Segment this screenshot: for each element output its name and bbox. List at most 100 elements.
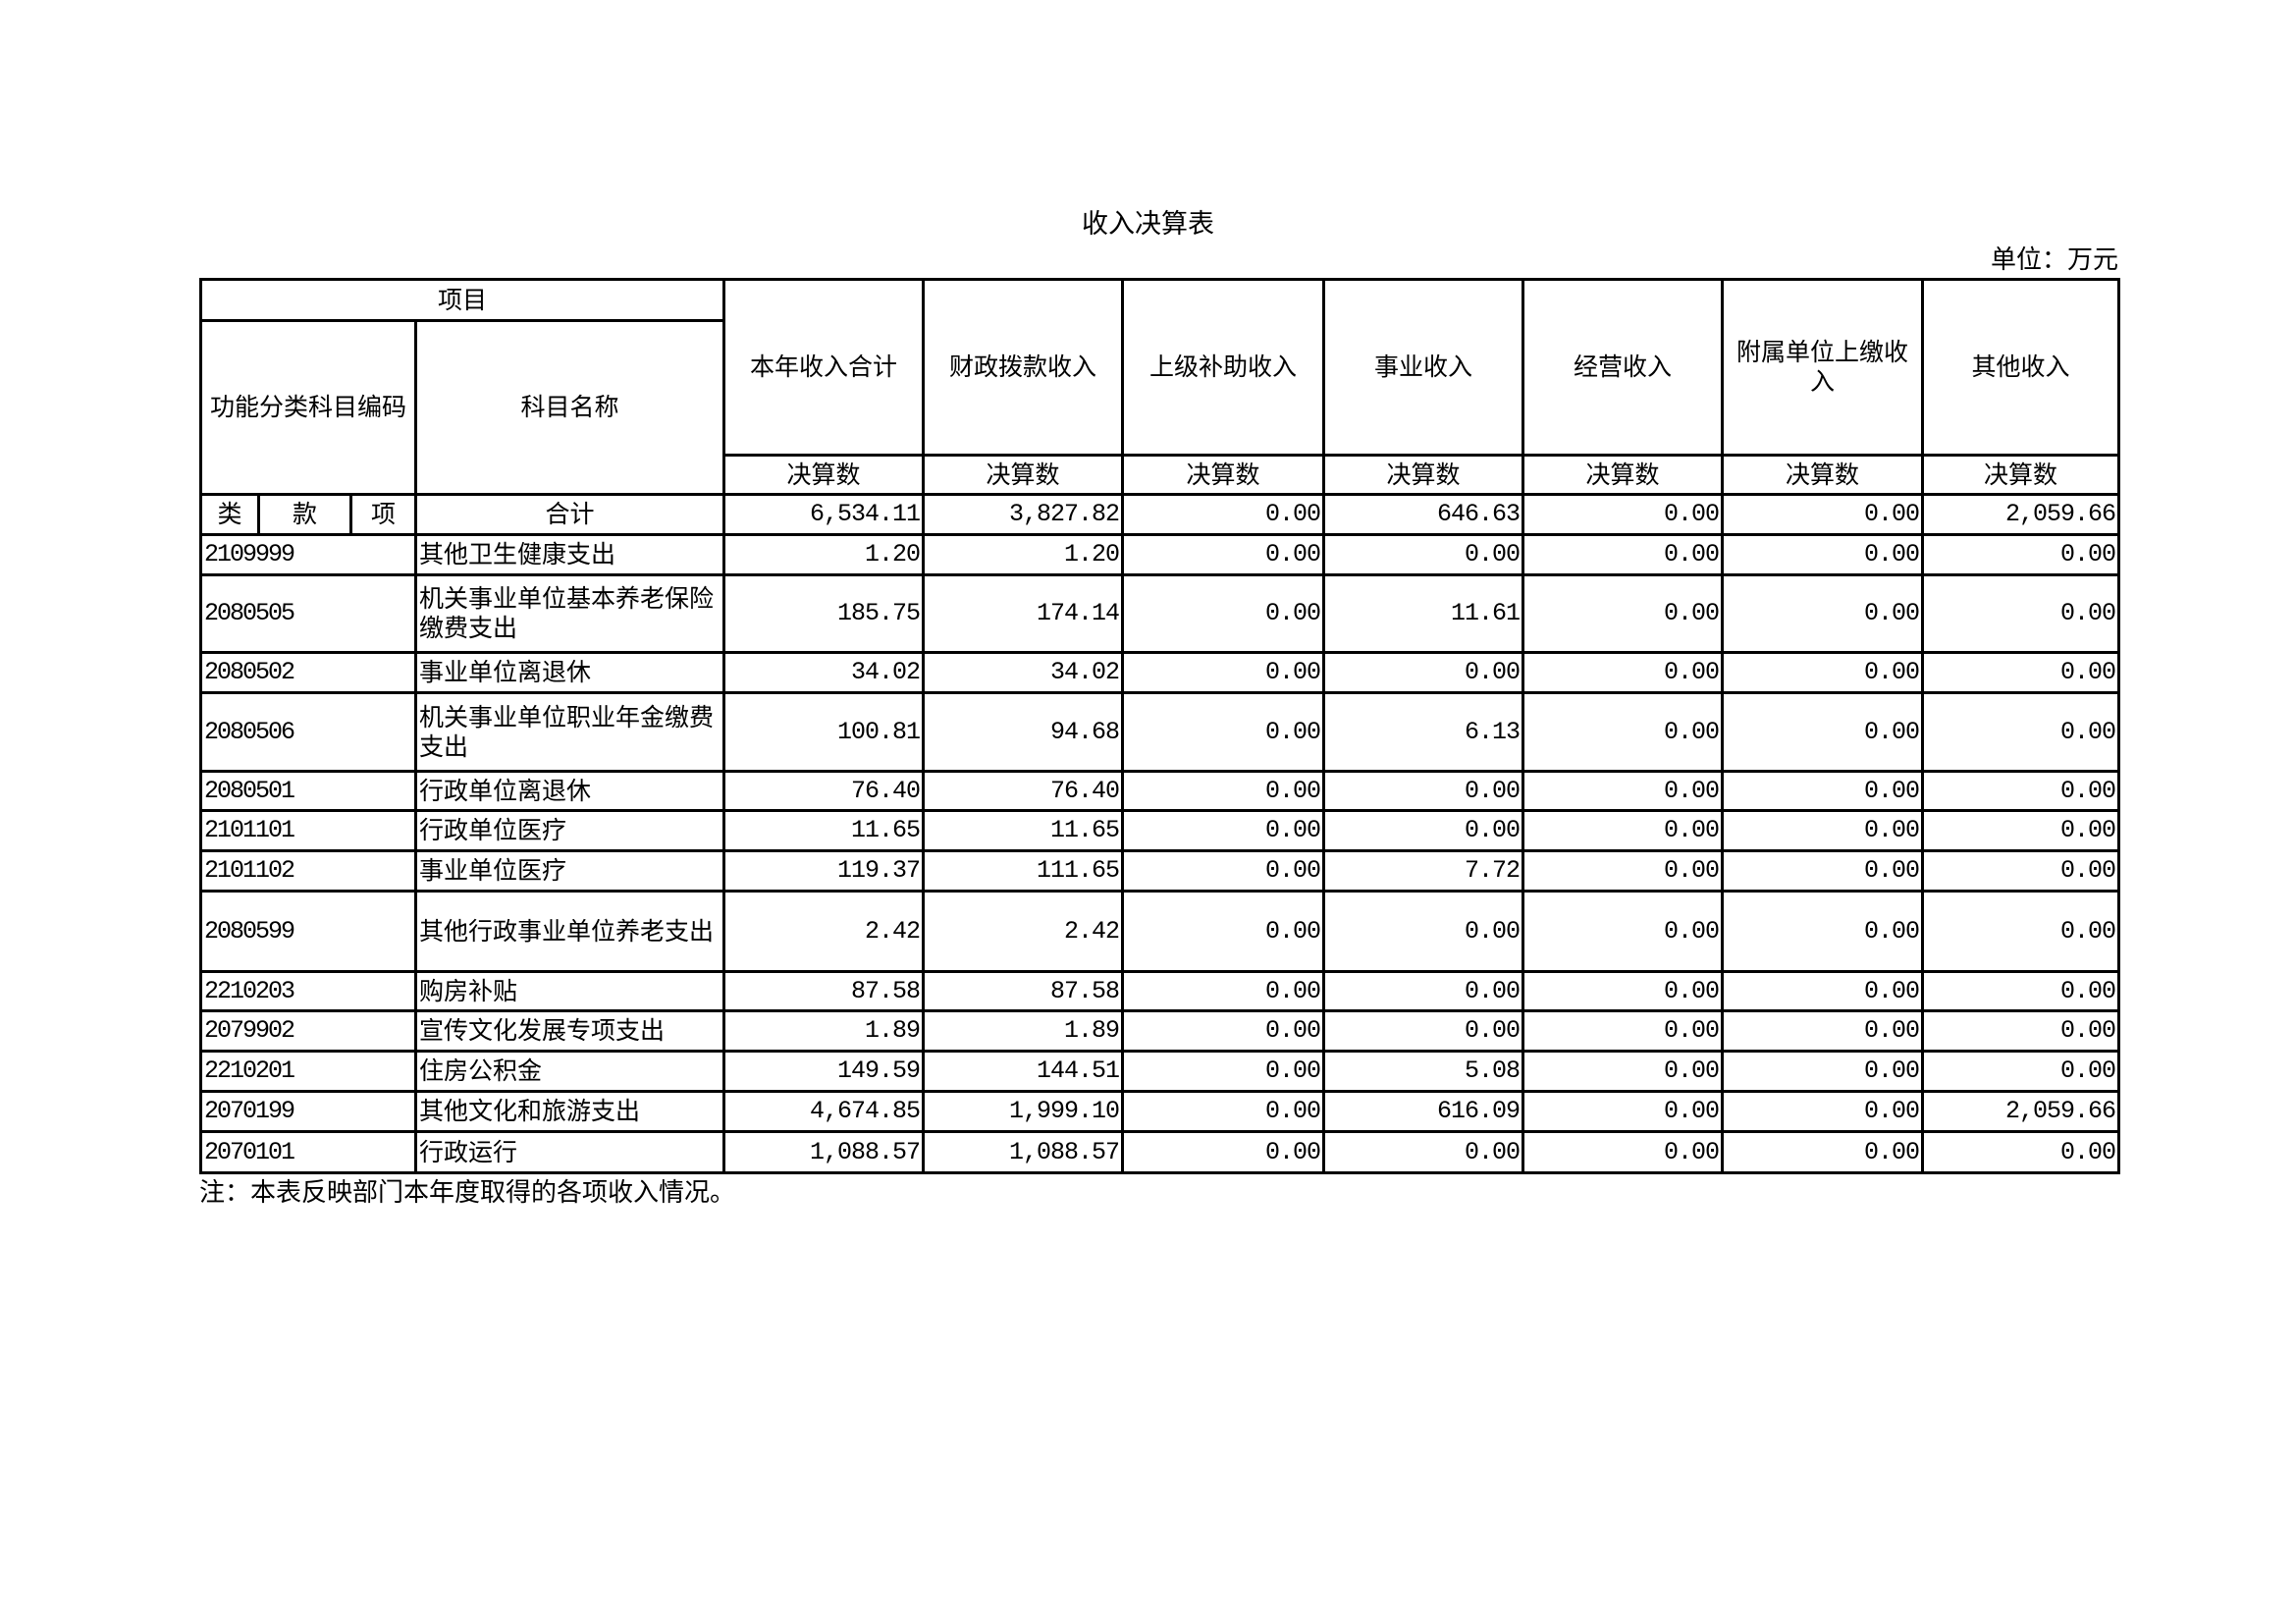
table-row: 2210201 住房公积金 149.59 144.51 0.00 5.08 0.00 0.00…	[199, 1050, 2120, 1093]
row-value: 0.00	[1121, 1090, 1325, 1133]
row-value: 119.37	[722, 849, 925, 893]
row-value: 0.00	[1921, 1130, 2120, 1174]
row-value: 0.00	[1522, 849, 1724, 893]
row-value: 1,088.57	[722, 1130, 925, 1174]
row-value: 0.00	[1921, 970, 2120, 1012]
row-value: 0.00	[1121, 1009, 1325, 1053]
table-row: 2080502 事业单位离退休 34.02 34.02 0.00 0.00 0.00 0.00…	[199, 651, 2120, 694]
row-code: 2101101	[199, 809, 417, 852]
row-value: 0.00	[1721, 890, 1924, 973]
header-col: 附属单位上缴收入	[1721, 278, 1924, 457]
row-value: 0.00	[1721, 770, 1924, 812]
table-row: 2080505 机关事业单位基本养老保险缴费支出 185.75 174.14 0.00 1…	[199, 573, 2120, 654]
row-value: 0.00	[1522, 691, 1724, 773]
header-col: 事业收入	[1322, 278, 1524, 457]
row-value: 0.00	[1721, 573, 1924, 654]
row-value: 1.89	[722, 1009, 925, 1053]
table-row: 2080599 其他行政事业单位养老支出 2.42 2.42 0.00 0.00 0.00 0…	[199, 890, 2120, 973]
header-lei: 类	[199, 493, 260, 536]
row-value: 0.00	[1322, 651, 1524, 694]
total-value: 6,534.11	[722, 493, 925, 536]
header-sub: 决算数	[922, 454, 1124, 496]
row-value: 0.00	[1322, 890, 1524, 973]
header-sub: 决算数	[1721, 454, 1924, 496]
row-value: 0.00	[1522, 1130, 1724, 1174]
row-value: 0.00	[1322, 809, 1524, 852]
row-code: 2109999	[199, 533, 417, 576]
row-code: 2080505	[199, 573, 417, 654]
row-value: 0.00	[1721, 970, 1924, 1012]
row-value: 0.00	[1921, 890, 2120, 973]
row-value: 0.00	[1921, 533, 2120, 576]
row-value: 0.00	[1721, 691, 1924, 773]
row-value: 6.13	[1322, 691, 1524, 773]
total-value: 0.00	[1522, 493, 1724, 536]
row-value: 2.42	[722, 890, 925, 973]
row-value: 5.08	[1322, 1050, 1524, 1093]
row-value: 149.59	[722, 1050, 925, 1093]
row-value: 0.00	[1522, 573, 1724, 654]
header-col: 经营收入	[1522, 278, 1724, 457]
header-col: 财政拨款收入	[922, 278, 1124, 457]
total-value: 0.00	[1721, 493, 1924, 536]
row-value: 0.00	[1322, 970, 1524, 1012]
row-value: 0.00	[1921, 651, 2120, 694]
row-value: 11.65	[922, 809, 1124, 852]
row-value: 1.20	[922, 533, 1124, 576]
row-value: 0.00	[1721, 1130, 1924, 1174]
row-value: 0.00	[1921, 1009, 2120, 1053]
row-code: 2080501	[199, 770, 417, 812]
header-row-1: 项目 本年收入合计 财政拨款收入 上级补助收入 事业收入 经营收入 附属单位上缴…	[199, 278, 2120, 457]
row-value: 0.00	[1721, 1090, 1924, 1133]
row-value: 0.00	[1121, 890, 1325, 973]
header-col: 上级补助收入	[1121, 278, 1325, 457]
row-name: 其他卫生健康支出	[414, 533, 725, 576]
income-table: 项目 本年收入合计 财政拨款收入 上级补助收入 事业收入 经营收入 附属单位上缴…	[199, 278, 2120, 1174]
row-code: 2070199	[199, 1090, 417, 1133]
row-name: 宣传文化发展专项支出	[414, 1009, 725, 1053]
row-value: 11.61	[1322, 573, 1524, 654]
row-value: 0.00	[1121, 970, 1325, 1012]
table-row: 2080506 机关事业单位职业年金缴费支出 100.81 94.68 0.00 6.13…	[199, 691, 2120, 773]
header-name: 科目名称	[414, 319, 725, 496]
row-code: 2080502	[199, 651, 417, 694]
row-name: 行政运行	[414, 1130, 725, 1174]
table-row: 2079902 宣传文化发展专项支出 1.89 1.89 0.00 0.00 0.00 0.0…	[199, 1009, 2120, 1053]
header-sub: 决算数	[1522, 454, 1724, 496]
row-name: 事业单位离退休	[414, 651, 725, 694]
row-value: 0.00	[1522, 1050, 1724, 1093]
row-value: 4,674.85	[722, 1090, 925, 1133]
row-value: 0.00	[1322, 1130, 1524, 1174]
row-name: 机关事业单位职业年金缴费支出	[414, 691, 725, 773]
row-value: 0.00	[1522, 890, 1724, 973]
row-value: 174.14	[922, 573, 1124, 654]
row-value: 0.00	[1721, 1050, 1924, 1093]
row-value: 1.20	[722, 533, 925, 576]
row-value: 0.00	[1121, 809, 1325, 852]
row-value: 0.00	[1322, 1009, 1524, 1053]
row-value: 34.02	[722, 651, 925, 694]
header-sub: 决算数	[722, 454, 925, 496]
row-name: 购房补贴	[414, 970, 725, 1012]
row-value: 1,999.10	[922, 1090, 1124, 1133]
row-value: 0.00	[1322, 533, 1524, 576]
row-value: 76.40	[922, 770, 1124, 812]
row-code: 2080506	[199, 691, 417, 773]
row-value: 0.00	[1522, 770, 1724, 812]
unit-label: 单位：万元	[1990, 245, 2118, 275]
row-value: 76.40	[722, 770, 925, 812]
row-name: 其他文化和旅游支出	[414, 1090, 725, 1133]
row-value: 0.00	[1322, 770, 1524, 812]
row-value: 0.00	[1921, 809, 2120, 852]
table-row: 2109999 其他卫生健康支出 1.20 1.20 0.00 0.00 0.00 0.00 0…	[199, 533, 2120, 576]
row-value: 0.00	[1721, 849, 1924, 893]
row-name: 其他行政事业单位养老支出	[414, 890, 725, 973]
row-value: 0.00	[1522, 1090, 1724, 1133]
table-row: 2210203 购房补贴 87.58 87.58 0.00 0.00 0.00 0.00 0.0…	[199, 970, 2120, 1012]
header-col: 本年收入合计	[722, 278, 925, 457]
row-value: 0.00	[1121, 1130, 1325, 1174]
row-value: 185.75	[722, 573, 925, 654]
row-name: 行政单位离退休	[414, 770, 725, 812]
total-value: 2,059.66	[1921, 493, 2120, 536]
row-value: 0.00	[1121, 573, 1325, 654]
